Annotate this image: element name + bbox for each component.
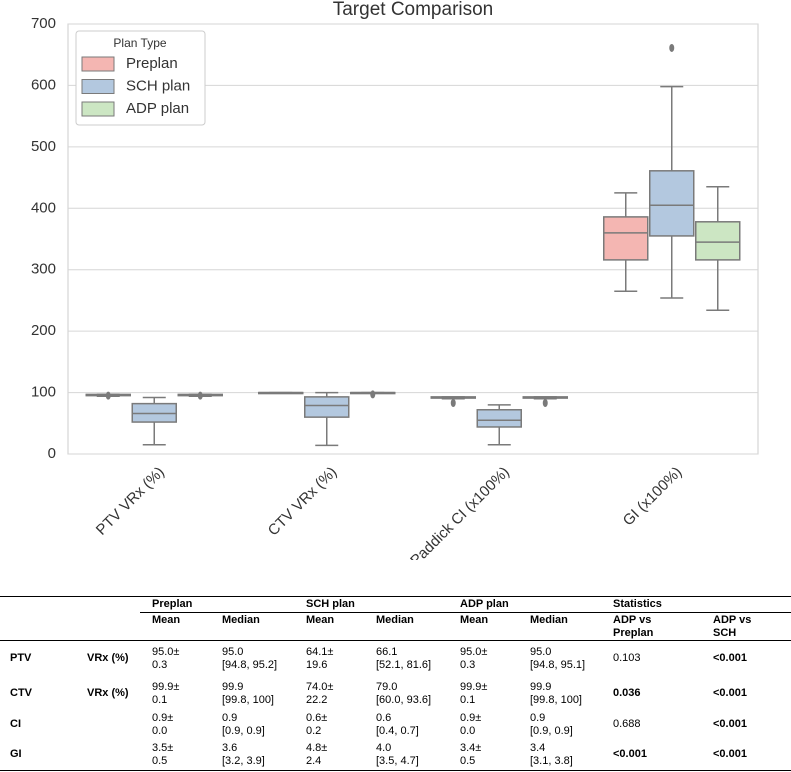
cell: 95.0 [94.8, 95.2] — [222, 646, 278, 671]
y-tick-label: 600 — [31, 76, 56, 93]
row-unit: VRx (%) — [87, 652, 129, 664]
cell: 3.4 [3.1, 3.8] — [530, 742, 573, 767]
row-label: GI — [10, 748, 22, 760]
cell: 64.1± 19.6 — [306, 646, 334, 671]
group-header: Statistics — [613, 598, 662, 610]
sub-header: Mean — [306, 614, 335, 626]
cell: 4.8± 2.4 — [306, 742, 328, 767]
cell: 74.0± 22.2 — [306, 681, 334, 706]
group-header: Preplan — [152, 598, 193, 610]
sub-header: Median — [530, 614, 568, 626]
outlier — [669, 43, 675, 52]
cell: <0.001 — [713, 718, 747, 730]
rule — [0, 770, 791, 771]
box — [476, 409, 522, 428]
cell: 0.036 — [613, 687, 641, 699]
y-tick-label: 700 — [31, 15, 56, 32]
legend-swatch — [81, 101, 115, 117]
box — [649, 170, 695, 237]
y-tick-label: 200 — [31, 322, 56, 339]
group-header: ADP plan — [460, 598, 509, 610]
sub-header: Mean — [460, 614, 489, 626]
legend-swatch — [81, 79, 115, 94]
chart: Target Comparison 0 100 200 300 400 500 600 700… — [31, 0, 759, 560]
outlier — [105, 391, 111, 400]
cell: 95.0± 0.3 — [460, 646, 488, 671]
cell: 3.4± 0.5 — [460, 742, 482, 767]
cell: 4.0 [3.5, 4.7] — [376, 742, 419, 767]
cell: <0.001 — [613, 748, 647, 760]
row-unit: VRx (%) — [87, 687, 129, 699]
sub-header: ADP vs SCH — [713, 614, 752, 639]
legend-title: Plan Type — [113, 36, 166, 50]
y-tick-label: 500 — [31, 138, 56, 155]
cell: <0.001 — [713, 748, 747, 760]
cell: 99.9± 0.1 — [152, 681, 180, 706]
rule — [0, 640, 791, 641]
outlier — [197, 391, 203, 400]
cell: 66.1 [52.1, 81.6] — [376, 646, 432, 671]
y-tick-label: 0 — [48, 445, 56, 462]
row-label: CTV — [10, 687, 32, 699]
cell: 0.9± 0.0 — [152, 712, 174, 737]
y-tick-label: 400 — [31, 199, 56, 216]
group-header: SCH plan — [306, 598, 355, 610]
cell: 99.9 [99.8, 100] — [530, 681, 582, 706]
outlier — [370, 390, 376, 399]
legend-swatch — [81, 56, 115, 72]
y-tick-label: 300 — [31, 261, 56, 278]
cell: 0.6± 0.2 — [306, 712, 328, 737]
cell: 79.0 [60.0, 93.6] — [376, 681, 432, 706]
cell: 95.0± 0.3 — [152, 646, 180, 671]
legend-label: SCH plan — [126, 77, 190, 94]
chart-title: Target Comparison — [333, 0, 494, 20]
cell: 0.688 — [613, 718, 641, 730]
cell: 0.103 — [613, 652, 641, 664]
legend-label: ADP plan — [126, 100, 189, 117]
cell: <0.001 — [713, 652, 747, 664]
cell: <0.001 — [713, 687, 747, 699]
sub-header: Median — [222, 614, 260, 626]
rule — [140, 612, 791, 613]
cell: 3.5± 0.5 — [152, 742, 174, 767]
sub-header: ADP vs Preplan — [613, 614, 654, 639]
cell: 0.9± 0.0 — [460, 712, 482, 737]
box — [695, 221, 741, 261]
row-label: CI — [10, 718, 21, 730]
outlier — [450, 399, 456, 408]
cell: 0.9 [0.9, 0.9] — [222, 712, 265, 737]
row-label: PTV — [10, 652, 32, 664]
box — [304, 396, 350, 418]
rule — [0, 596, 791, 597]
cell: 95.0 [94.8, 95.1] — [530, 646, 586, 671]
cell: 99.9± 0.1 — [460, 681, 488, 706]
cell: 0.6 [0.4, 0.7] — [376, 712, 419, 737]
sub-header: Median — [376, 614, 414, 626]
y-tick-label: 100 — [31, 384, 56, 401]
outlier — [542, 399, 548, 408]
cell: 99.9 [99.8, 100] — [222, 681, 274, 706]
sub-header: Mean — [152, 614, 181, 626]
cell: 3.6 [3.2, 3.9] — [222, 742, 265, 767]
cell: 0.9 [0.9, 0.9] — [530, 712, 573, 737]
legend-label: Preplan — [126, 55, 178, 72]
box — [603, 216, 649, 261]
